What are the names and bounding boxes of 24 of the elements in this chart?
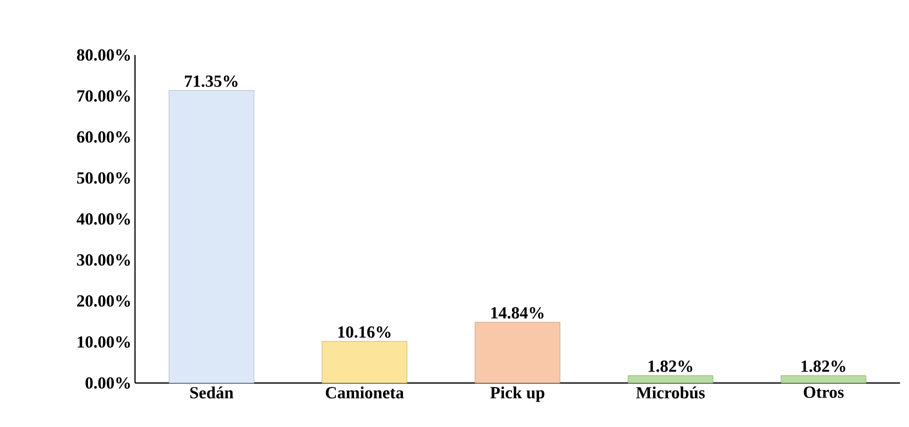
- x-tick-label: Camioneta: [326, 386, 404, 398]
- x-tick-label: Sedán: [190, 386, 234, 398]
- bar: [322, 341, 408, 384]
- data-label: 71.35%: [184, 75, 238, 87]
- y-tick-label: 60.00%: [77, 131, 130, 143]
- x-tick-label: Microbús: [636, 386, 705, 398]
- y-tick-label: 10.00%: [78, 336, 130, 348]
- data-label: 10.16%: [338, 326, 390, 338]
- data-label: 1.82%: [648, 360, 692, 372]
- bar: [474, 322, 560, 384]
- x-tick-label: Otros: [804, 386, 844, 398]
- y-tick-label: 40.00%: [76, 213, 130, 225]
- y-tick-label: 0.00%: [86, 377, 130, 389]
- data-label: 1.82%: [802, 360, 846, 372]
- y-tick-label: 50.00%: [77, 172, 130, 184]
- bar: [628, 375, 714, 384]
- x-tick-label: Pick up: [490, 386, 544, 402]
- bar: [168, 90, 254, 384]
- data-label: 14.84%: [491, 307, 544, 319]
- y-tick-label: 80.00%: [77, 49, 130, 61]
- bar: [780, 375, 866, 384]
- y-tick-label: 30.00%: [77, 254, 130, 266]
- y-tick-label: 70.00%: [77, 90, 130, 102]
- y-tick-label: 20.00%: [77, 295, 130, 307]
